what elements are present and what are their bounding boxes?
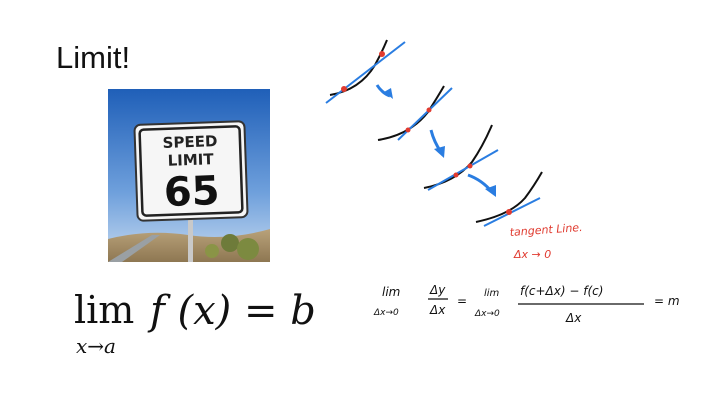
shrub bbox=[221, 234, 239, 252]
delta-label: Δx → 0 bbox=[513, 248, 551, 261]
arrow-head-3 bbox=[485, 185, 496, 197]
formula-subscript: x→a bbox=[76, 334, 116, 358]
road bbox=[108, 235, 160, 262]
eq-numerator: f(c+Δx) − f(c) bbox=[520, 284, 603, 298]
secant-line-1 bbox=[325, 41, 406, 104]
eq-frac-top: Δy bbox=[429, 283, 446, 297]
eq-mid-top: lim bbox=[484, 288, 500, 299]
sign-line1: SPEED bbox=[162, 132, 217, 152]
arrow-head-1 bbox=[384, 88, 393, 99]
point-a-3 bbox=[453, 172, 459, 178]
shrub bbox=[237, 238, 259, 260]
point-b-3 bbox=[467, 163, 473, 169]
sign-number: 65 bbox=[163, 168, 220, 216]
curve-4 bbox=[475, 171, 543, 223]
point-a-2 bbox=[405, 127, 411, 133]
eq-equals: = bbox=[457, 294, 467, 308]
shrub bbox=[205, 244, 219, 258]
curve-3 bbox=[423, 124, 493, 189]
tangent-label: tangent Line. bbox=[509, 221, 583, 239]
speed-sign bbox=[133, 120, 249, 222]
slide-title: Limit! bbox=[56, 40, 131, 75]
secant-line-3 bbox=[427, 149, 499, 191]
arrow-head-2 bbox=[434, 146, 445, 158]
speed-sign-border bbox=[138, 125, 244, 217]
limit-formula: lim x→a f (x) = b bbox=[72, 288, 332, 368]
point-a-1 bbox=[341, 86, 347, 92]
speed-limit-photo: SPEED LIMIT 65 bbox=[108, 89, 270, 262]
formula-expression: f (x) = b bbox=[150, 288, 316, 334]
point-b-2 bbox=[426, 107, 432, 113]
eq-mid-bottom: Δx→0 bbox=[474, 309, 500, 319]
sign-line2: LIMIT bbox=[167, 150, 214, 170]
eq-lhs-top: lim bbox=[382, 285, 400, 299]
secant-line-2 bbox=[397, 87, 453, 141]
sign-post bbox=[188, 217, 193, 262]
eq-lhs-bottom: Δx→0 bbox=[373, 308, 399, 318]
speed-limit-illustration: SPEED LIMIT 65 bbox=[108, 89, 270, 262]
eq-denominator: Δx bbox=[565, 311, 582, 325]
formula-lim: lim bbox=[74, 288, 135, 332]
tangent-point bbox=[506, 209, 512, 215]
eq-frac-bottom: Δx bbox=[429, 303, 446, 317]
point-b-1 bbox=[379, 51, 385, 57]
eq-result: = m bbox=[654, 294, 680, 308]
derivative-equation: lim Δx→0 Δy Δx = lim Δx→0 f(c+Δx) − f(c)… bbox=[373, 283, 680, 325]
